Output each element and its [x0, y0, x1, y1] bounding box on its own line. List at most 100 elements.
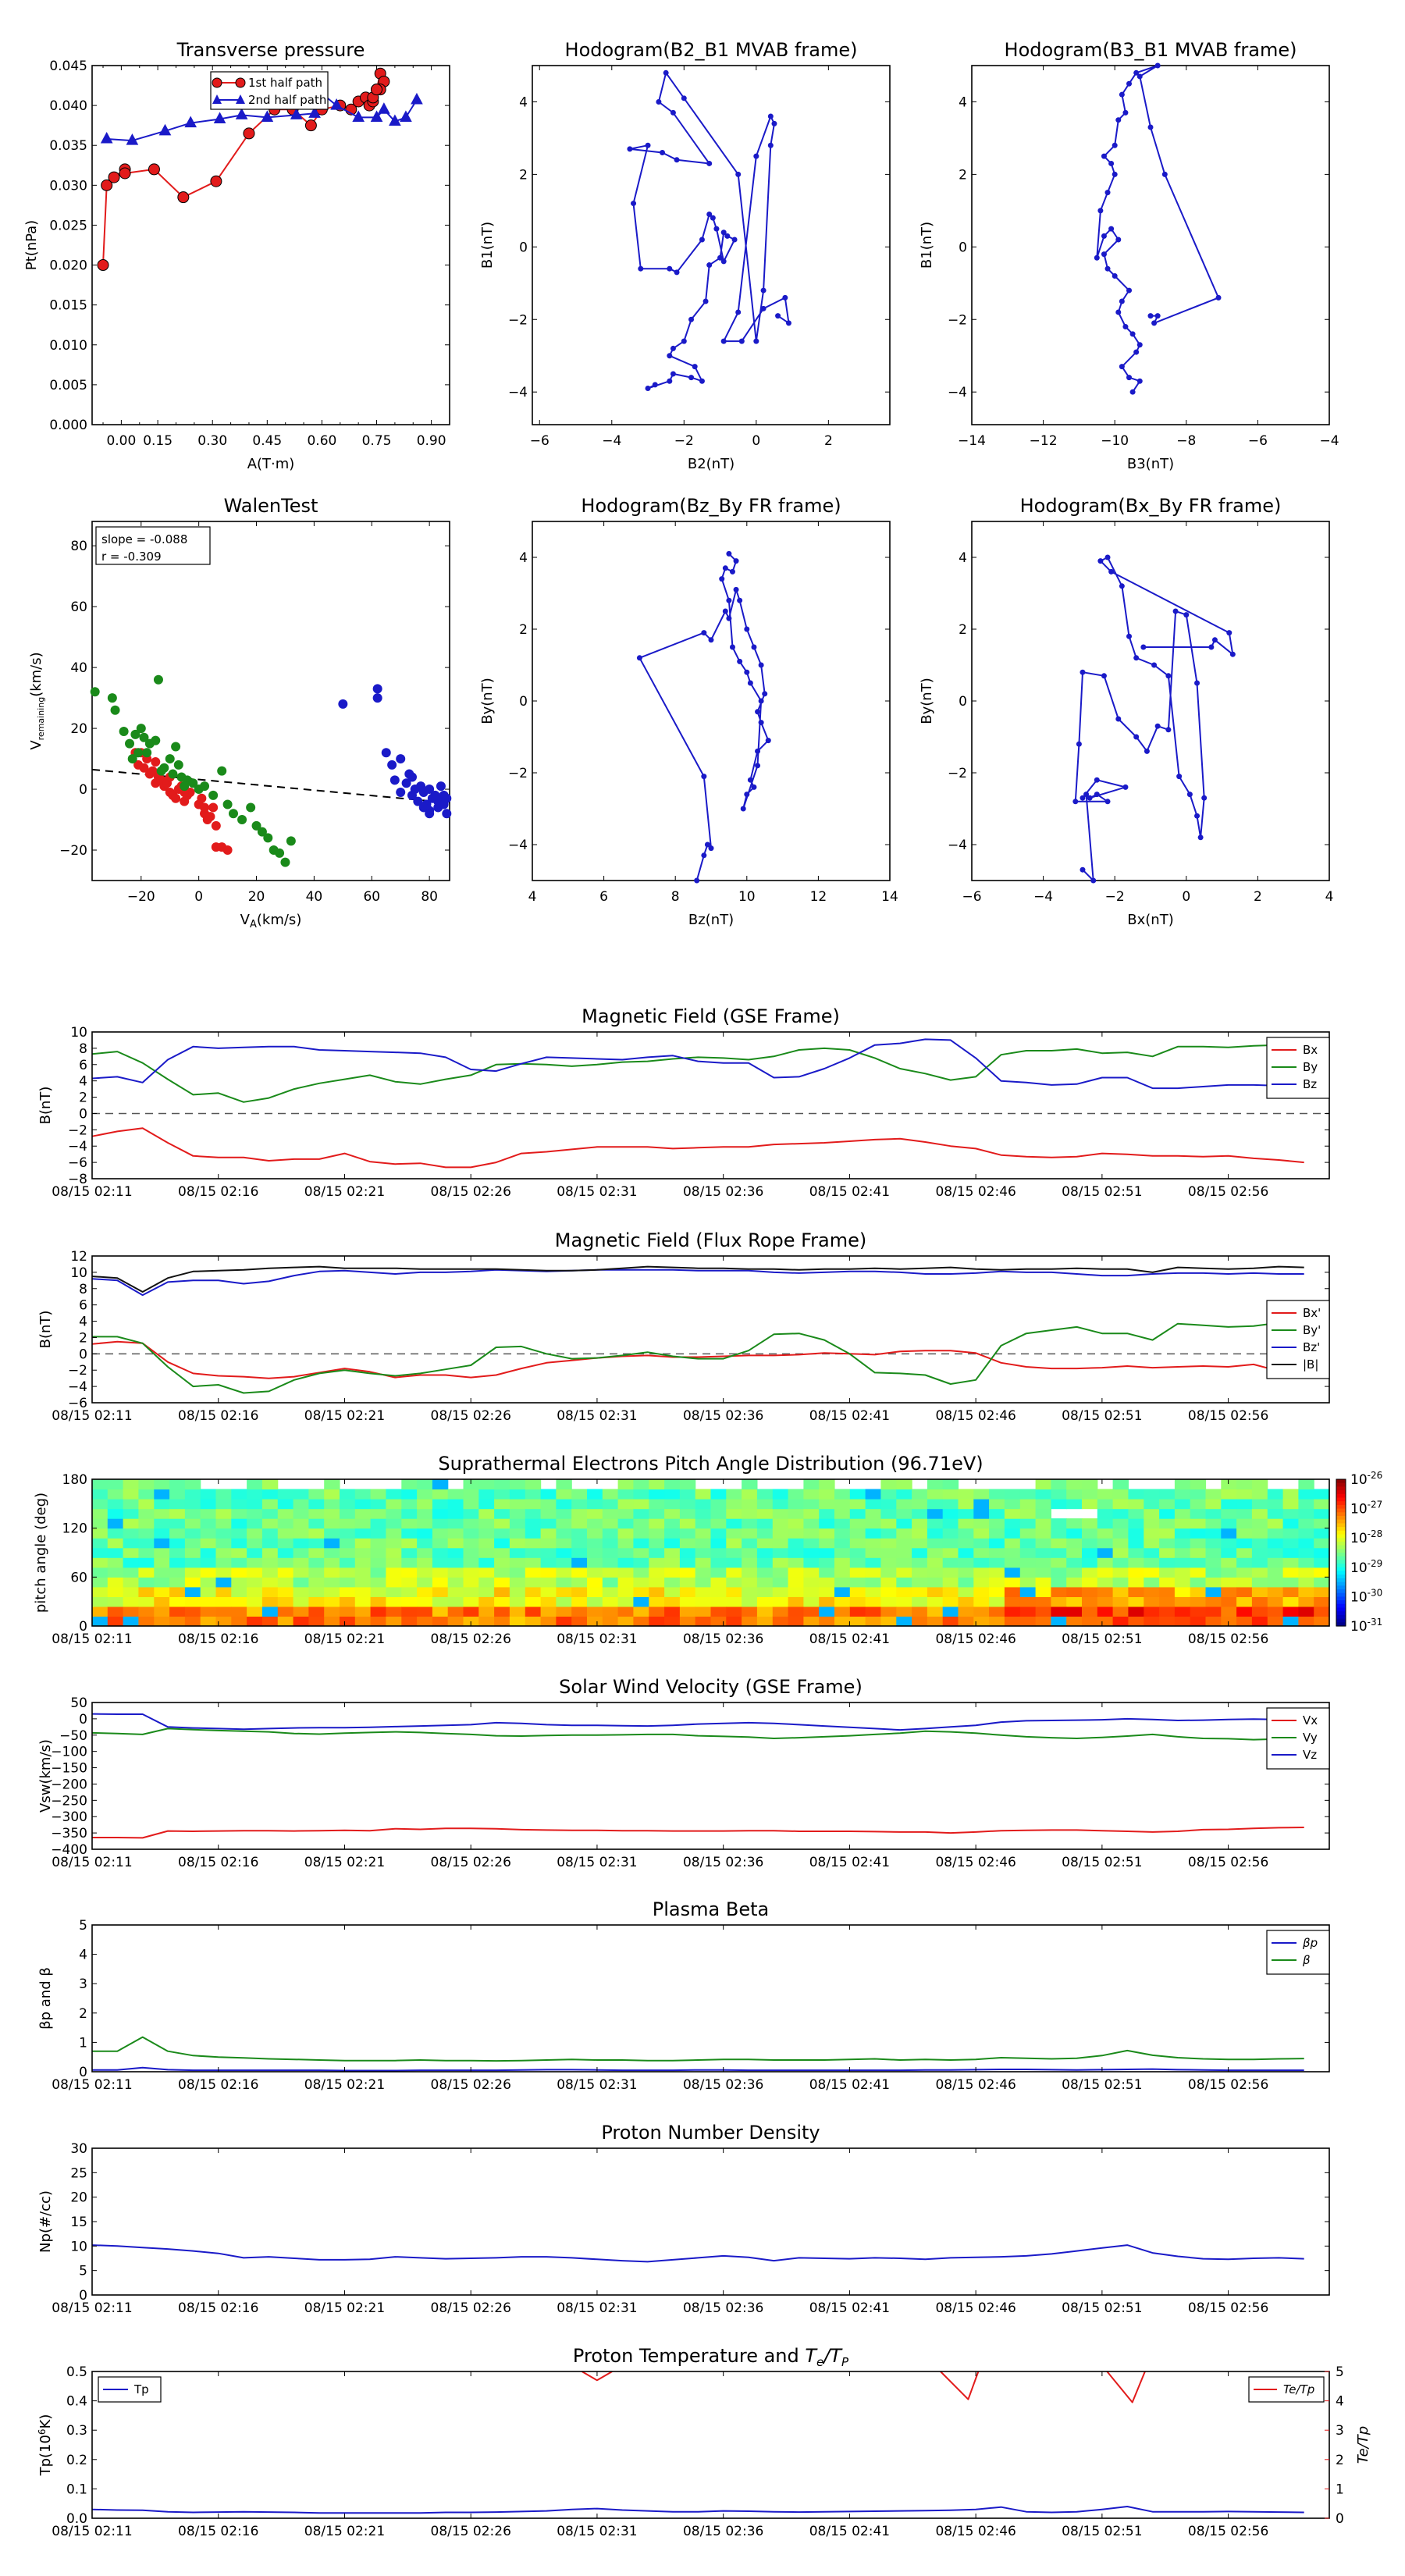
- hbx-point: [1101, 673, 1107, 679]
- pad-cell: [1112, 1479, 1129, 1490]
- pad-cell: [556, 1518, 572, 1529]
- pad-cell: [1128, 1616, 1144, 1627]
- pad-cell: [803, 1479, 820, 1490]
- temp-xtick-label: 08/15 02:21: [304, 2524, 385, 2539]
- walen-point: [119, 726, 129, 736]
- pad-cell: [231, 1557, 247, 1568]
- bfr-xtick-label: 08/15 02:36: [683, 1408, 763, 1424]
- pad-cell: [571, 1606, 588, 1617]
- hb2-point: [771, 120, 777, 126]
- hb2-point: [713, 226, 720, 232]
- pad-cell: [880, 1547, 897, 1558]
- pad-cell: [1019, 1606, 1037, 1617]
- pad-cell: [1004, 1518, 1021, 1529]
- pad-cell: [324, 1577, 340, 1588]
- hb2-point: [681, 95, 687, 101]
- pad-cell: [1190, 1577, 1207, 1588]
- bgse-series-line: [91, 1044, 1304, 1103]
- vsw-ytick-label: −50: [59, 1728, 87, 1744]
- pad-cell: [912, 1518, 928, 1529]
- pad-cell: [154, 1508, 170, 1519]
- pad-cell: [819, 1538, 835, 1549]
- pad-cell: [1051, 1479, 1067, 1490]
- pad-cell: [633, 1586, 649, 1597]
- pad-cell: [726, 1596, 742, 1607]
- beta-ytick-label: 5: [79, 1918, 87, 1934]
- pad-cell: [633, 1499, 649, 1510]
- pad-colorbar-swatch: [1336, 1504, 1346, 1510]
- pad-cell: [571, 1489, 588, 1500]
- pad-cell: [849, 1489, 866, 1500]
- pad-cell: [1314, 1596, 1330, 1607]
- pad-cell: [277, 1538, 294, 1549]
- pad-cell: [324, 1616, 340, 1627]
- pad-cell: [973, 1577, 990, 1588]
- pad-cell: [1066, 1557, 1083, 1568]
- pad-cell: [1190, 1596, 1207, 1607]
- pad-cell: [649, 1499, 665, 1510]
- pad-cell: [1112, 1508, 1129, 1519]
- pad-cell: [1128, 1499, 1144, 1510]
- pad-cell: [417, 1547, 433, 1558]
- pad-cell: [1035, 1547, 1051, 1558]
- pad-cell: [370, 1499, 386, 1510]
- pad-cell: [370, 1616, 386, 1627]
- hb3-ytick-label: 2: [959, 167, 967, 183]
- pad-cell: [169, 1616, 186, 1627]
- pad-cell: [277, 1586, 294, 1597]
- pad-cell: [525, 1586, 542, 1597]
- pad-cell: [154, 1528, 170, 1539]
- walen-point: [208, 802, 219, 813]
- pad-cell: [1282, 1518, 1299, 1529]
- pad-cell: [200, 1557, 217, 1568]
- pad-cell: [556, 1508, 572, 1519]
- pad-cell: [942, 1528, 959, 1539]
- pad-cell: [942, 1557, 959, 1568]
- np-ylabel: Np(#/cc): [37, 2190, 54, 2253]
- pad-cell: [1004, 1489, 1021, 1500]
- hb2-point: [775, 313, 781, 319]
- hbx-point: [1122, 784, 1129, 790]
- pad-cell: [602, 1596, 619, 1607]
- hb3-xtick-label: −10: [1101, 433, 1129, 449]
- pad-colorbar-swatch: [1336, 1497, 1346, 1502]
- tp-legend-marker: [236, 94, 245, 104]
- pad-cell: [138, 1567, 155, 1578]
- pad-cell: [1174, 1606, 1191, 1617]
- pad-cell: [169, 1538, 186, 1549]
- pad-cell: [1082, 1557, 1098, 1568]
- pad-cell: [200, 1577, 217, 1588]
- bgse-ytick-label: 2: [79, 1091, 87, 1106]
- hb2-point: [674, 157, 680, 163]
- pad-cell: [896, 1567, 912, 1578]
- pad-cell: [695, 1518, 712, 1529]
- hbx-title: Hodogram(Bx_By FR frame): [1020, 495, 1282, 517]
- pad-cell: [865, 1547, 881, 1558]
- hb2-point: [735, 309, 742, 315]
- pad-cell: [138, 1586, 155, 1597]
- pad-cell: [231, 1518, 247, 1529]
- temp-title: Proton Temperature and Te/TP: [573, 2345, 849, 2369]
- pad-cell: [912, 1528, 928, 1539]
- hbx-point: [1144, 748, 1150, 754]
- hbx-point: [1197, 834, 1204, 841]
- pad-cell: [1282, 1538, 1299, 1549]
- tp-point: [210, 175, 222, 187]
- pad-cell: [1251, 1586, 1268, 1597]
- pad-cell: [587, 1538, 603, 1549]
- pad-cell: [927, 1547, 944, 1558]
- pad-cell: [107, 1547, 124, 1558]
- pad-cell: [247, 1577, 263, 1588]
- pad-cell: [1236, 1547, 1253, 1558]
- hb2-point: [652, 382, 658, 388]
- pad-cell: [1159, 1577, 1176, 1588]
- pad-cell: [587, 1577, 603, 1588]
- pad-cell: [679, 1567, 696, 1578]
- pad-cell: [726, 1547, 742, 1558]
- temp-ytick-label: 0.3: [66, 2423, 87, 2439]
- pad-cell: [633, 1596, 649, 1607]
- pad-cell: [849, 1538, 866, 1549]
- np-ytick-label: 30: [70, 2141, 87, 2157]
- pad-cell: [277, 1528, 294, 1539]
- pad-cell: [927, 1499, 944, 1510]
